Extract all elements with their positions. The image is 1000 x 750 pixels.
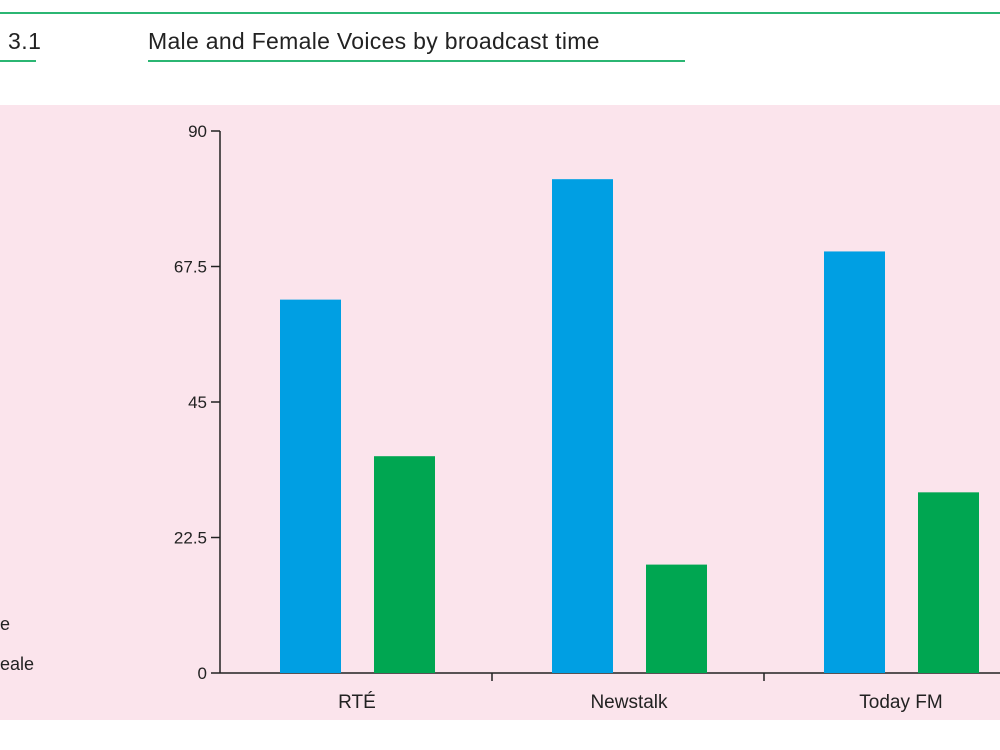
y-tick-label: 67.5 (174, 258, 207, 277)
bar-male (280, 299, 341, 673)
title-underline (148, 60, 685, 62)
x-category-label: Today FM (859, 692, 942, 713)
figure-number: 3.1 (8, 28, 42, 54)
bar-male (824, 251, 885, 673)
figure-number-underline (0, 60, 36, 62)
y-tick-label: 22.5 (174, 529, 207, 548)
y-tick-label: 90 (188, 122, 207, 141)
bar-male (552, 179, 613, 673)
y-tick-label: 45 (188, 393, 207, 412)
bar-female (374, 456, 435, 673)
y-tick-label: 0 (198, 664, 207, 683)
legend-label-male: e (0, 614, 11, 634)
bar-female (918, 492, 979, 673)
top-rule (0, 12, 1000, 14)
bar-female (646, 564, 707, 673)
x-category-label: Newstalk (590, 692, 668, 713)
x-category-label: RTÉ (338, 692, 376, 713)
chart-title: Male and Female Voices by broadcast time (148, 28, 600, 54)
legend-label-female: eale (0, 654, 35, 674)
